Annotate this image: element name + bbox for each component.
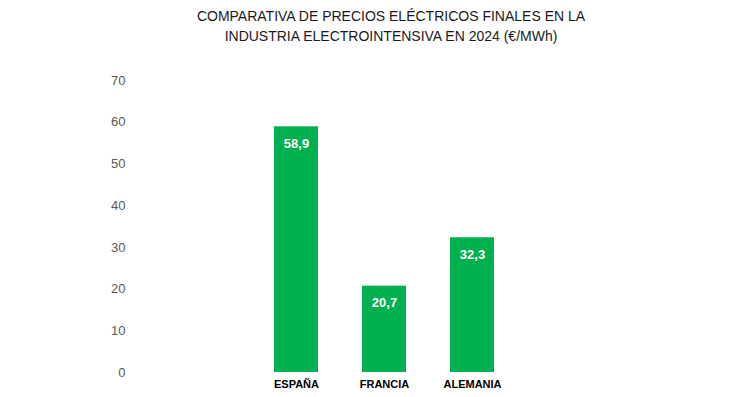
svg-text:58,9: 58,9 bbox=[284, 136, 309, 151]
svg-text:ALEMANIA: ALEMANIA bbox=[443, 378, 501, 390]
svg-text:40: 40 bbox=[111, 198, 125, 213]
svg-text:0: 0 bbox=[118, 365, 125, 380]
svg-text:50: 50 bbox=[111, 156, 125, 171]
svg-text:10: 10 bbox=[111, 323, 125, 338]
svg-text:70: 70 bbox=[111, 73, 125, 88]
svg-text:20: 20 bbox=[111, 281, 125, 296]
svg-text:32,3: 32,3 bbox=[460, 247, 485, 262]
svg-text:60: 60 bbox=[111, 114, 125, 129]
html-text:COMPARATIVA DE PRECIOS ELÉCTRI: COMPARATIVA DE PRECIOS ELÉCTRICOS FINALE… bbox=[196, 8, 586, 44]
svg-text:ESPAÑA: ESPAÑA bbox=[274, 378, 319, 390]
svg-text:30: 30 bbox=[111, 240, 125, 255]
svg-text:FRANCIA: FRANCIA bbox=[360, 378, 410, 390]
svg-text:20,7: 20,7 bbox=[372, 295, 397, 310]
